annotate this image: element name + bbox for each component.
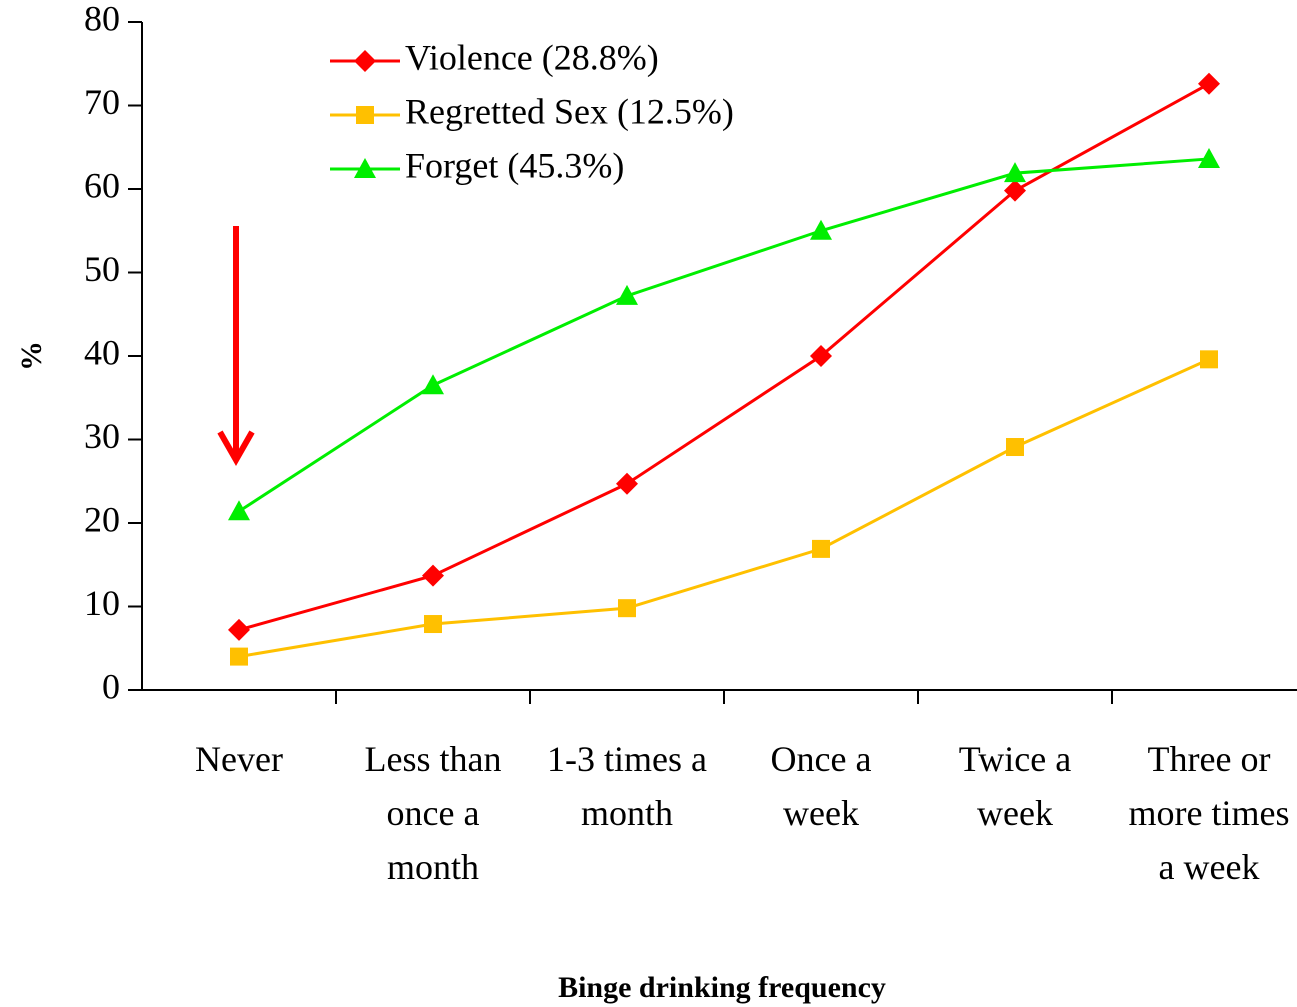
legend-marker [354,50,376,72]
y-tick-label: 50 [84,249,120,289]
marker [1004,179,1026,202]
marker [230,647,248,666]
x-tick-label: Less than once a month [364,739,502,887]
line [238,357,1210,659]
y-tick-label: 40 [84,332,120,372]
legend-marker [354,158,376,178]
legend-item: Forget (45.3%) [330,145,624,185]
marker [424,615,442,634]
marker [1198,147,1220,168]
marker [1006,438,1024,457]
y-tick-label: 80 [84,0,120,38]
marker [616,284,638,305]
x-tick-label: Twice a week [958,739,1072,833]
legend-item: Violence (28.8%) [330,37,659,77]
marker [422,564,444,587]
x-tick-label: Three or more times a week [1128,739,1290,887]
legend-label: Forget (45.3%) [405,145,624,185]
series [228,72,1220,641]
marker [812,539,830,558]
marker [1004,162,1026,183]
y-tick-label: 20 [84,499,120,539]
x-axis-label: Binge drinking frequency [558,971,886,1004]
marker [616,472,638,495]
arrow-annotation [217,226,255,467]
marker [1198,72,1220,95]
y-tick-label: 0 [102,666,120,706]
y-axis-label: % [15,341,48,371]
legend-marker [356,106,374,124]
marker [810,345,832,367]
marker [228,618,250,641]
y-tick-label: 70 [84,82,120,122]
legend-item: Regretted Sex (12.5%) [330,91,734,131]
line [238,157,1210,513]
y-tick-label: 10 [84,583,120,623]
legend-label: Regretted Sex (12.5%) [405,91,734,131]
marker [228,500,250,521]
marker [618,599,636,618]
line [238,82,1210,632]
marker [1200,350,1218,369]
series [228,147,1220,521]
y-tick-label: 60 [84,165,120,205]
x-tick-label: 1-3 times a month [547,739,707,833]
x-tick-label: Never [195,739,283,779]
legend-label: Violence (28.8%) [405,37,659,77]
marker [422,374,444,395]
x-tick-label: Once a week [770,739,872,833]
series [230,350,1218,666]
marker [810,219,832,240]
y-tick-label: 30 [84,416,120,456]
